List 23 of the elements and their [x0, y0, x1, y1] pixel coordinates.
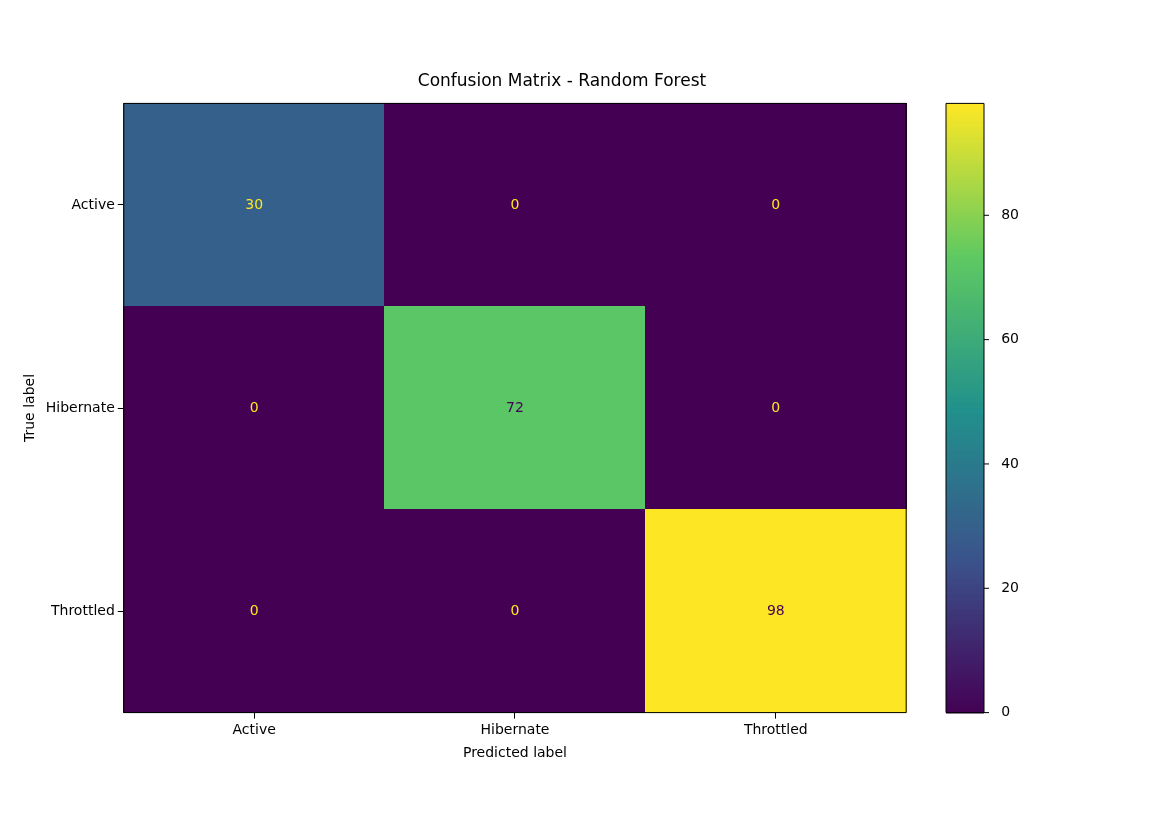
data-label: 0	[510, 195, 520, 212]
data-label: 0	[510, 601, 520, 618]
data-label: 30	[245, 195, 264, 212]
data-label: 72	[506, 398, 524, 415]
color-bar-label: 20	[1001, 578, 1020, 595]
color-bar-label: 60	[1001, 330, 1020, 347]
color-bar-label: 80	[1001, 205, 1020, 222]
data-label: 0	[771, 195, 781, 212]
color-bar-label: 40	[1001, 454, 1020, 471]
color-bar-label: 0	[1001, 703, 1011, 720]
y-tick-label: Throttled	[49, 601, 115, 618]
data-label: 0	[249, 398, 259, 415]
chart-title: Confusion Matrix - Random Forest	[417, 69, 707, 90]
x-tick-label: Active	[232, 720, 276, 737]
y-axis-title: True label	[21, 373, 38, 444]
data-label: 0	[771, 398, 781, 415]
data-label: 98	[766, 601, 785, 618]
x-tick-label: Hibernate	[480, 720, 550, 737]
y-tick-label: Active	[71, 195, 115, 212]
data-label: 0	[249, 601, 259, 618]
y-tick-label: Hibernate	[45, 398, 115, 415]
x-tick-label: Throttled	[742, 720, 808, 737]
x-axis-title: Predicted label	[462, 744, 567, 761]
